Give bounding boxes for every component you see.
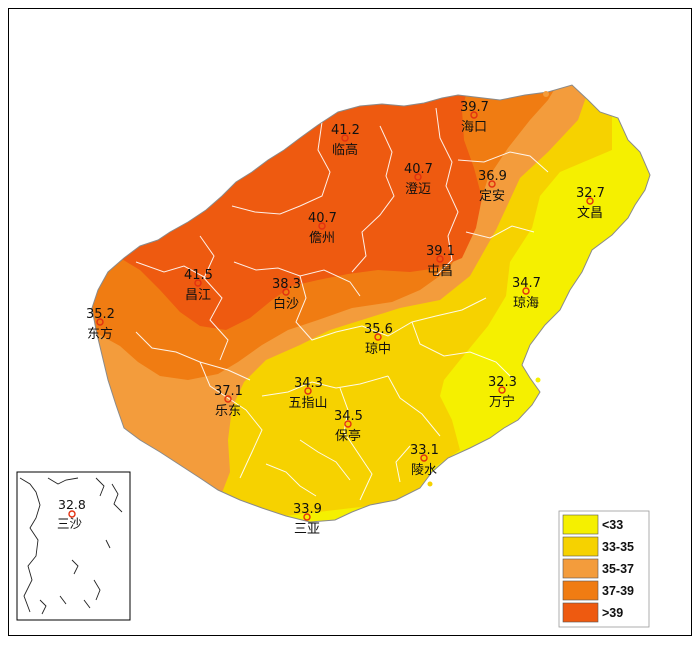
legend-swatch: [562, 602, 599, 623]
legend-label: 37-39: [602, 584, 634, 598]
station-wuzhishan: 34.3 五指山: [289, 376, 328, 411]
station-name: 万宁: [489, 394, 515, 410]
station-baisha: 38.3 白沙: [272, 277, 301, 312]
station-value: 41.2: [331, 123, 360, 138]
station-chengmai: 40.7 澄迈: [404, 162, 433, 197]
station-value: 34.3: [294, 376, 323, 391]
station-name: 临高: [332, 142, 358, 158]
station-value: 36.9: [478, 169, 507, 184]
station-value: 39.7: [460, 100, 489, 115]
station-name: 陵水: [411, 463, 437, 478]
station-baoting: 34.5 保亭: [334, 409, 363, 444]
station-name: 琼海: [513, 296, 539, 311]
station-tunchang: 39.1 屯昌: [426, 244, 455, 279]
station-name: 文昌: [577, 206, 603, 221]
station-marker: [318, 222, 326, 230]
inset-frame: [16, 471, 131, 621]
station-lingshui: 33.1 陵水: [410, 443, 439, 478]
islet: [543, 91, 549, 97]
station-marker: [96, 318, 104, 326]
station-name: 儋州: [309, 231, 335, 246]
station-value: 33.9: [293, 502, 322, 517]
inset-value: 32.8: [58, 497, 86, 512]
station-value: 32.3: [488, 375, 517, 390]
station-changjiang: 41.5 昌江: [184, 268, 213, 303]
station-name: 三亚: [294, 522, 320, 537]
station-value: 41.5: [184, 268, 213, 283]
station-name: 白沙: [273, 296, 299, 312]
legend: <33 33-35 35-37 37-39 >39: [558, 510, 650, 628]
station-marker: [498, 386, 506, 394]
legend-label: >39: [602, 606, 623, 620]
station-sanya: 33.9 三亚: [293, 502, 322, 537]
station-marker: [304, 387, 312, 395]
station-name: 屯昌: [427, 264, 453, 279]
station-value: 35.6: [364, 322, 393, 337]
station-qionghai: 34.7 琼海: [512, 276, 541, 311]
station-name: 保亭: [335, 428, 361, 444]
station-marker: [522, 287, 530, 295]
station-value: 38.3: [272, 277, 301, 292]
station-value: 35.2: [86, 307, 115, 322]
legend-swatch: [562, 536, 599, 557]
county-boundaries: [135, 107, 549, 501]
islet: [535, 377, 541, 383]
legend-label: 33-35: [602, 540, 634, 554]
station-marker: [344, 420, 352, 428]
station-name: 琼中: [365, 342, 391, 357]
legend-swatch: [562, 514, 599, 535]
station-name: 五指山: [289, 396, 328, 411]
station-marker: [470, 111, 478, 119]
station-haikou: 39.7 海口: [460, 100, 489, 135]
station-marker: [224, 395, 232, 403]
islet: [427, 481, 433, 487]
legend-label: 35-37: [602, 562, 634, 576]
inset-map: 32.8 三沙: [16, 471, 131, 621]
station-name: 乐东: [215, 404, 241, 419]
station-marker: [374, 333, 382, 341]
station-layer: 39.7 海口 41.2 临高 40.7 澄迈 36.9 定安 32.7 文昌 40.7 儋州 39.1…: [86, 100, 605, 537]
station-marker: [414, 173, 422, 181]
station-value: 34.7: [512, 276, 541, 291]
map-frame: [8, 8, 692, 636]
station-ledong: 37.1 乐东: [214, 384, 243, 419]
station-marker: [341, 134, 349, 142]
station-name: 澄迈: [405, 182, 431, 197]
station-marker: [194, 279, 202, 287]
station-name: 海口: [461, 120, 487, 135]
station-marker: [436, 255, 444, 263]
station-value: 40.7: [404, 162, 433, 177]
legend-label: <33: [602, 518, 623, 532]
station-danzhou: 40.7 儋州: [308, 211, 337, 246]
station-marker: [303, 513, 311, 521]
station-name: 定安: [479, 189, 505, 204]
station-marker: [488, 180, 496, 188]
station-wenchang: 32.7 文昌: [576, 186, 605, 221]
temperature-zones: [92, 85, 650, 522]
station-wanning: 32.3 万宁: [488, 375, 517, 410]
station-value: 40.7: [308, 211, 337, 226]
station-dingan: 36.9 定安: [478, 169, 507, 204]
inset-coastline: [19, 477, 123, 615]
station-marker: [420, 454, 428, 462]
station-qiongzhong: 35.6 琼中: [364, 322, 393, 357]
station-dongfang: 35.2 东方: [86, 307, 115, 342]
station-lingao: 41.2 临高: [331, 123, 360, 158]
inset-name: 三沙: [57, 516, 83, 531]
station-value: 39.1: [426, 244, 455, 259]
legend-swatch: [562, 558, 599, 579]
station-value: 32.7: [576, 186, 605, 201]
station-value: 34.5: [334, 409, 363, 424]
station-marker: [586, 197, 594, 205]
station-name: 昌江: [185, 288, 211, 303]
station-name: 东方: [87, 326, 113, 342]
station-value: 37.1: [214, 384, 243, 399]
inset-station-marker: [68, 510, 76, 518]
legend-swatch: [562, 580, 599, 601]
station-value: 33.1: [410, 443, 439, 458]
station-marker: [282, 288, 290, 296]
